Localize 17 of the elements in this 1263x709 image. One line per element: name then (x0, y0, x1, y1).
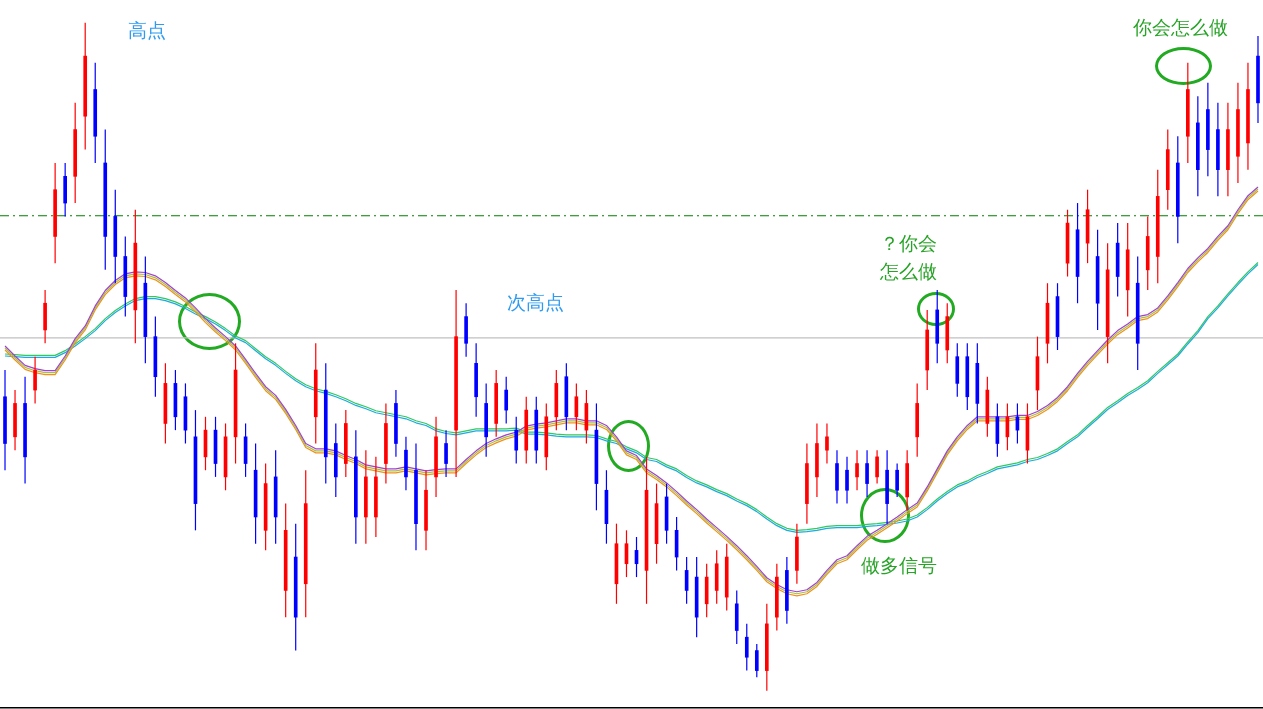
candlestick (504, 376, 509, 425)
annotation: ？你会怎么做 (878, 231, 938, 284)
annotation: 高点 (128, 18, 166, 43)
annotation: 次高点 (506, 290, 564, 315)
candlestick (754, 643, 759, 678)
candlestick (875, 449, 879, 485)
candlestick (744, 623, 749, 672)
candlestick (825, 422, 829, 465)
annotation: 你会怎么做 (1132, 15, 1228, 40)
candlestick (444, 429, 448, 478)
candlestick (33, 356, 37, 405)
candlestick (865, 449, 869, 498)
candlestick (855, 449, 859, 491)
candlestick (845, 456, 849, 505)
candlestick (514, 416, 519, 465)
annotation: 做多信号 (861, 553, 937, 578)
candlestick (895, 462, 899, 498)
